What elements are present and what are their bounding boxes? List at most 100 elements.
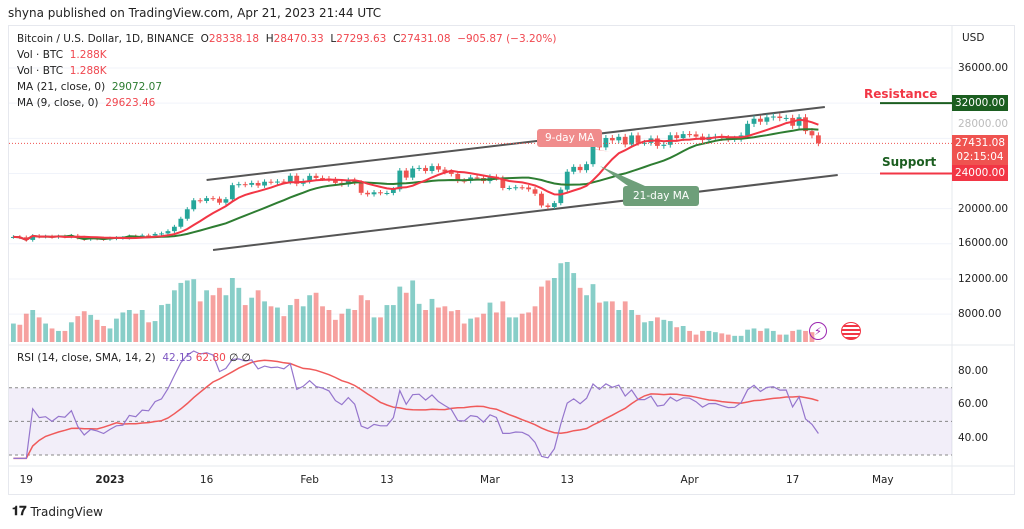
volume-bar <box>635 314 641 342</box>
volume-bar <box>62 330 68 342</box>
candle <box>275 181 280 183</box>
volume-bar <box>423 310 428 342</box>
resistance-label: Resistance <box>864 87 938 101</box>
candle <box>796 117 802 126</box>
rsi-line <box>13 350 819 459</box>
ma21-value: 29072.07 <box>111 81 163 93</box>
candle <box>358 182 364 193</box>
last-price-tag: 27431.08 02:15:04 <box>952 135 1008 165</box>
vol-value: 1.288K <box>69 49 107 61</box>
volume-bar <box>268 306 274 342</box>
price-tick: 8000.00 <box>958 308 1002 320</box>
candle <box>390 189 396 193</box>
candle <box>397 170 403 190</box>
vol-legend-2[interactable]: Vol · BTC 1.288K <box>17 65 107 77</box>
volume-bar <box>81 311 87 342</box>
volume-bar <box>712 332 718 342</box>
volume-bar <box>551 278 557 342</box>
candle <box>371 192 377 195</box>
brand-name: TradingView <box>30 504 103 519</box>
candle <box>165 231 171 234</box>
volume-bar <box>719 333 725 342</box>
rsi-extra: ∅ ∅ <box>229 352 251 364</box>
volume-bar <box>229 278 235 342</box>
candle <box>564 171 570 190</box>
ma9-line <box>13 118 819 242</box>
vol-legend-1[interactable]: Vol · BTC 1.288K <box>17 49 107 61</box>
resistance-price-tag: 32000.00 <box>952 95 1008 111</box>
rsi-tick: 60.00 <box>958 398 989 410</box>
volume-bar <box>236 287 242 342</box>
volume-bar <box>281 316 287 342</box>
candle <box>313 175 319 178</box>
volume-bar <box>597 302 602 342</box>
lightning-icon[interactable]: ⚡ <box>809 322 827 340</box>
time-tick: 13 <box>560 474 574 486</box>
candle <box>229 185 235 200</box>
candle <box>751 118 757 124</box>
volume-bar <box>410 280 416 342</box>
volume-bar <box>577 287 583 342</box>
candle <box>403 170 409 178</box>
volume-bar <box>655 317 660 342</box>
candle <box>378 192 383 194</box>
candle <box>500 178 506 188</box>
ma9-label: MA (9, close, 0) <box>17 97 99 109</box>
volume-bar <box>307 295 313 342</box>
volume-bar <box>36 317 42 342</box>
vol-value: 1.288K <box>69 65 107 77</box>
volume-bar <box>23 313 29 342</box>
volume-bar <box>68 322 74 342</box>
volume-bar <box>152 321 158 342</box>
volume-bar <box>468 318 474 342</box>
ma21-legend[interactable]: MA (21, close, 0) 29072.07 <box>17 81 162 93</box>
volume-bar <box>622 301 628 342</box>
candle <box>745 123 750 136</box>
volume-bar <box>519 313 525 342</box>
candle <box>262 181 267 186</box>
volume-bar <box>667 321 673 342</box>
price-tick: 36000.00 <box>958 62 1009 74</box>
flag-icon[interactable] <box>841 322 861 340</box>
time-tick: 16 <box>199 474 214 486</box>
volume-bar <box>94 319 100 342</box>
candle <box>345 180 351 185</box>
volume-bar <box>738 335 744 342</box>
publisher-line: shyna published on TradingView.com, Apr … <box>8 6 382 20</box>
volume-bar <box>56 330 61 342</box>
volume-bar <box>487 302 493 342</box>
candle <box>687 134 692 136</box>
candle <box>622 136 628 145</box>
candle <box>532 189 538 194</box>
tradingview-logo[interactable]: 𝟏𝟕 TradingView <box>12 504 103 519</box>
volume-bar <box>352 310 358 342</box>
candle <box>236 184 242 186</box>
time-tick: 13 <box>380 474 394 486</box>
volume-bar <box>429 298 435 342</box>
time-tick: Mar <box>480 474 500 486</box>
candle <box>571 166 577 172</box>
channel-lower-line <box>212 173 838 251</box>
candle <box>146 235 152 237</box>
volume-bar <box>384 305 390 342</box>
candle <box>268 181 274 183</box>
volume-bar <box>191 279 197 342</box>
price-tick: 12000.00 <box>958 273 1009 285</box>
candle <box>616 136 622 141</box>
volume-bar <box>790 330 796 342</box>
volume-bar <box>783 334 789 342</box>
candle <box>307 175 313 182</box>
low-value: 27293.63 <box>336 33 387 45</box>
volume-bar <box>165 303 171 342</box>
candle <box>191 200 197 210</box>
volume-bar <box>262 301 267 342</box>
volume-bar <box>448 311 454 342</box>
rsi-legend[interactable]: RSI (14, close, SMA, 14, 2) 42.15 62.80 … <box>17 352 251 364</box>
ma9-legend[interactable]: MA (9, close, 0) 29623.46 <box>17 97 155 109</box>
volume-bar <box>390 305 396 342</box>
volume-bar <box>506 317 512 342</box>
candle <box>287 175 293 183</box>
volume-bar <box>416 303 422 342</box>
time-tick: 17 <box>785 474 800 486</box>
